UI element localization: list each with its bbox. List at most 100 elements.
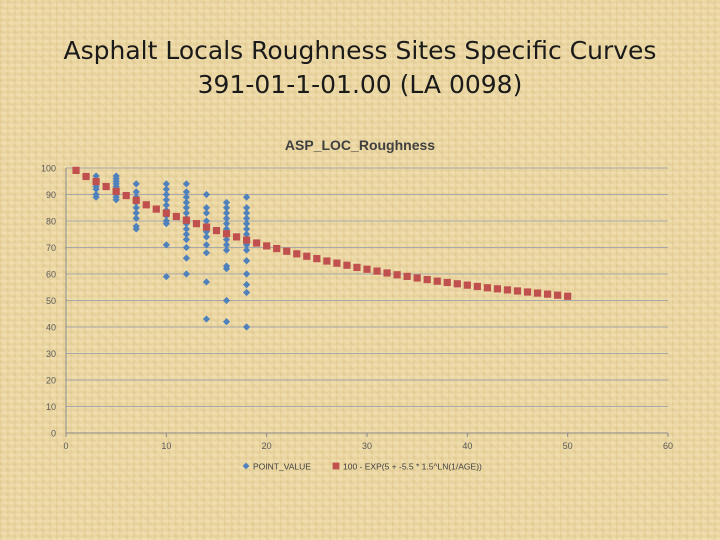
point-value-marker	[182, 209, 190, 217]
point-value-marker	[182, 188, 190, 196]
curve-marker	[393, 271, 401, 279]
point-value-marker	[132, 204, 140, 212]
x-tick-label: 50	[563, 441, 573, 451]
point-value-marker	[243, 270, 251, 278]
curve-marker	[333, 259, 341, 267]
point-value-marker	[92, 185, 100, 193]
point-value-marker	[243, 204, 251, 212]
point-value-marker	[132, 225, 140, 233]
legend-label-1: POINT_VALUE	[253, 462, 311, 472]
x-tick-label: 40	[462, 441, 472, 451]
point-value-marker	[132, 188, 140, 196]
point-value-marker	[222, 241, 231, 249]
point-value-marker	[92, 172, 100, 180]
curve-marker	[152, 205, 160, 213]
curve-marker	[162, 209, 170, 217]
curve-marker	[92, 177, 100, 186]
point-value-marker	[222, 265, 231, 273]
axes: 0 10 20 30 40 50 60 70 80 90 100 0 10 20 30 40 50 60	[41, 164, 673, 452]
curve-marker	[564, 292, 572, 300]
point-value-marker	[132, 214, 140, 222]
point-value-marker	[182, 225, 190, 233]
curve-marker	[343, 261, 351, 269]
y-tick-label: 100	[41, 164, 56, 174]
series-2	[72, 166, 572, 300]
y-tick-label: 40	[46, 323, 56, 333]
series-markers	[72, 166, 572, 331]
point-value-marker	[243, 209, 251, 217]
curve-marker	[433, 277, 441, 285]
point-value-marker	[222, 220, 231, 228]
point-value-marker	[182, 180, 190, 188]
y-tick-label: 50	[46, 296, 56, 306]
curve-marker	[263, 242, 271, 250]
curve-marker	[303, 252, 311, 260]
y-tick-label: 10	[46, 402, 56, 412]
y-tick-label: 20	[46, 376, 56, 386]
point-value-marker	[202, 241, 211, 249]
curve-marker	[443, 278, 451, 287]
point-value-marker	[182, 230, 190, 238]
point-value-marker	[202, 217, 211, 225]
x-tick-label: 10	[161, 441, 171, 451]
chart-title: ASP_LOC_Roughness	[285, 137, 435, 153]
curve-marker	[413, 274, 421, 282]
point-value-marker	[202, 278, 211, 286]
curve-marker	[493, 285, 502, 293]
point-value-marker	[222, 318, 231, 326]
curve-marker	[182, 216, 190, 224]
x-tick-label: 0	[63, 441, 68, 451]
point-value-marker	[243, 230, 251, 238]
curve-marker	[232, 233, 241, 241]
curve-marker	[523, 288, 532, 296]
curve-marker	[373, 267, 381, 275]
curve-marker	[142, 201, 150, 209]
legend-label-2: 100 - EXP(5 + -5.5 * 1.5^LN(1/AGE))	[343, 462, 482, 472]
point-value-marker	[222, 198, 231, 207]
point-value-marker	[182, 254, 190, 262]
curve-marker	[283, 247, 291, 255]
curve-marker	[293, 250, 301, 258]
point-value-marker	[222, 296, 231, 305]
curve-marker	[122, 191, 130, 200]
point-value-marker	[132, 180, 140, 188]
point-value-marker	[182, 193, 190, 201]
point-value-marker	[202, 204, 211, 212]
curve-marker	[253, 239, 261, 247]
curve-marker	[403, 272, 411, 280]
point-value-marker	[202, 209, 211, 217]
curve-marker	[72, 166, 80, 174]
point-value-marker	[182, 198, 190, 207]
point-value-marker	[243, 246, 251, 254]
point-value-marker	[222, 204, 231, 212]
curve-marker	[192, 220, 201, 228]
point-value-marker	[182, 235, 190, 244]
point-value-marker	[182, 270, 190, 278]
point-value-marker	[243, 193, 251, 201]
x-tick-label: 30	[362, 441, 372, 451]
point-value-marker	[243, 281, 251, 289]
point-value-marker	[162, 180, 170, 188]
slide-title-line-1: Asphalt Locals Roughness Sites Specific …	[63, 36, 657, 65]
point-value-marker	[222, 246, 231, 254]
curve-marker	[212, 226, 221, 235]
curve-marker	[453, 280, 461, 288]
curve-marker	[383, 269, 391, 277]
point-value-marker	[112, 196, 120, 204]
y-tick-label: 90	[46, 190, 56, 200]
point-value-marker	[243, 257, 251, 265]
point-value-marker	[162, 273, 170, 281]
point-value-marker	[162, 220, 170, 228]
series-1	[92, 172, 251, 331]
curve-marker	[132, 196, 140, 204]
curve-marker	[544, 290, 552, 298]
curve-marker	[82, 172, 90, 181]
curve-marker	[463, 281, 471, 289]
curve-marker	[202, 223, 211, 231]
point-value-marker	[222, 209, 231, 217]
y-tick-label: 80	[46, 217, 56, 227]
curve-marker	[473, 282, 481, 291]
slide-title-line-2: 391-01-1-01.00 (LA 0098)	[197, 70, 523, 99]
y-tick-label: 30	[46, 349, 56, 359]
